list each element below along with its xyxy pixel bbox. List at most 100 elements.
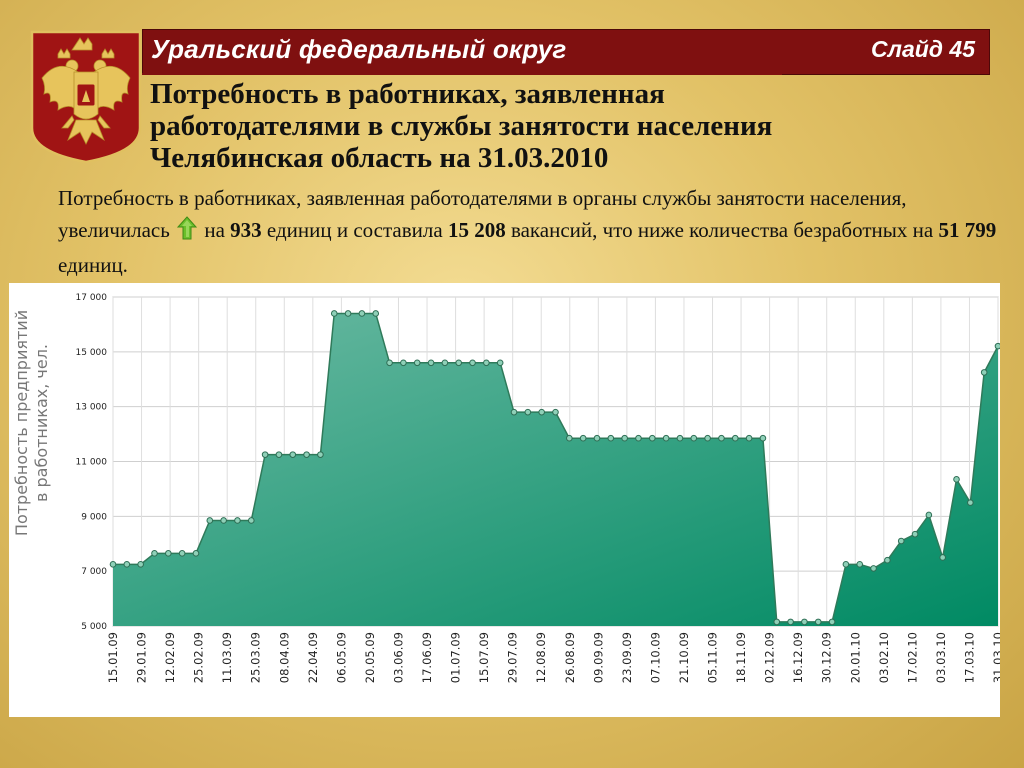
- data-point: [317, 451, 324, 458]
- x-tick-label: 09.09.09: [591, 632, 605, 683]
- header-underline: [142, 73, 782, 75]
- up-arrow-icon: [176, 216, 198, 249]
- data-point: [593, 434, 601, 442]
- data-point: [939, 554, 946, 561]
- data-point: [178, 550, 186, 557]
- x-tick-label: 03.02.10: [877, 632, 891, 683]
- data-point: [358, 310, 366, 317]
- x-tick-label: 31.03.10: [991, 632, 1000, 683]
- data-point: [842, 561, 850, 568]
- lead-text-1: Потребность в работниках, заявленная раб…: [58, 186, 907, 242]
- increase-value: 933: [230, 218, 262, 242]
- x-tick-label: 05.11.09: [706, 632, 720, 683]
- lead-text-4: вакансий, что ниже количества безработны…: [510, 218, 934, 242]
- data-point: [621, 434, 628, 442]
- data-point: [856, 561, 864, 568]
- data-point: [773, 618, 781, 626]
- data-point: [400, 359, 407, 367]
- x-tick-label: 18.11.09: [734, 632, 748, 683]
- lead-text-3: единиц и составила: [266, 218, 443, 242]
- data-point: [344, 310, 352, 317]
- data-point: [718, 434, 725, 442]
- data-point: [801, 618, 808, 626]
- y-axis-ticks: 5 000 7 000 9 000 11 000 13 000 15 000 17 000: [76, 293, 108, 632]
- data-point: [911, 530, 919, 538]
- x-tick-label: 17.03.10: [962, 632, 976, 683]
- data-point: [275, 451, 283, 458]
- lead-text-5: единиц.: [58, 253, 128, 277]
- x-tick-label: 15.07.09: [477, 632, 491, 683]
- data-point: [455, 359, 463, 367]
- x-tick-label: 25.02.09: [192, 632, 206, 683]
- data-point: [247, 517, 255, 524]
- data-point: [787, 618, 794, 626]
- data-point: [234, 517, 241, 524]
- x-tick-label: 12.02.09: [163, 632, 177, 683]
- data-point: [165, 550, 172, 557]
- y-tick-label: 13 000: [76, 403, 108, 413]
- data-point: [953, 476, 960, 483]
- title-line-1: Потребность в работниках, заявленная: [150, 78, 665, 110]
- x-tick-label: 17.02.10: [905, 632, 919, 683]
- coat-of-arms-emblem: [28, 28, 144, 164]
- header-bar: Уральский федеральный округ Слайд 45: [142, 29, 990, 75]
- data-point: [635, 434, 642, 442]
- data-point: [676, 434, 684, 442]
- data-point: [552, 408, 559, 416]
- x-tick-label: 29.07.09: [506, 632, 520, 683]
- data-point: [690, 434, 698, 442]
- data-point: [372, 310, 380, 317]
- chart-panel: 5 000 7 000 9 000 11 000 13 000 15 000 17 000 …: [9, 283, 1000, 717]
- data-point: [648, 434, 656, 442]
- data-point: [330, 310, 338, 317]
- y-tick-label: 7 000: [81, 567, 107, 577]
- x-tick-label: 06.05.09: [334, 632, 348, 683]
- data-point: [967, 499, 974, 506]
- y-tick-label: 9 000: [81, 512, 107, 522]
- y-tick-label: 11 000: [76, 458, 108, 468]
- data-point: [427, 359, 435, 367]
- x-tick-label: 17.06.09: [420, 632, 434, 683]
- y-tick-label: 17 000: [76, 293, 108, 303]
- x-tick-label: 03.06.09: [391, 632, 405, 683]
- x-tick-label: 29.01.09: [135, 632, 149, 683]
- data-point: [386, 359, 393, 367]
- x-tick-label: 21.10.09: [677, 632, 691, 683]
- lead-paragraph: Потребность в работниках, заявленная раб…: [58, 182, 998, 281]
- x-tick-label: 30.12.09: [820, 632, 834, 683]
- x-tick-label: 07.10.09: [648, 632, 662, 683]
- data-point: [206, 517, 214, 524]
- slide-number: Слайд 45: [871, 36, 975, 62]
- data-point: [731, 434, 739, 442]
- x-tick-label: 25.03.09: [249, 632, 263, 683]
- data-point: [745, 434, 753, 442]
- data-point: [870, 565, 877, 572]
- x-tick-label: 01.07.09: [449, 632, 463, 683]
- data-point: [469, 359, 476, 367]
- data-point: [413, 359, 421, 367]
- data-point: [524, 408, 532, 416]
- data-point: [662, 434, 670, 442]
- data-point: [441, 359, 449, 367]
- x-tick-label: 08.04.09: [277, 632, 291, 683]
- data-point: [814, 618, 822, 626]
- x-tick-label: 03.03.10: [934, 632, 948, 683]
- data-point: [220, 517, 227, 524]
- data-point: [884, 556, 891, 564]
- x-tick-label: 22.04.09: [306, 632, 320, 683]
- unemployed-difference-value: 51 799: [938, 218, 997, 242]
- data-point: [123, 561, 131, 568]
- data-point: [759, 434, 767, 442]
- x-tick-label: 02.12.09: [763, 632, 777, 683]
- data-point: [897, 537, 905, 545]
- data-point: [137, 561, 144, 568]
- x-axis-ticks: 15.01.09 29.01.09 12.02.09 25.02.09 11.03.09…: [106, 632, 1000, 683]
- page-title: Потребность в работниках, заявленная раб…: [150, 78, 970, 174]
- data-point: [303, 451, 310, 458]
- series-area: [113, 313, 998, 626]
- x-tick-label: 23.09.09: [620, 632, 634, 683]
- data-point: [828, 618, 836, 626]
- data-point: [151, 550, 158, 557]
- y-axis-label: Потребность предприятийв работниках, чел…: [12, 310, 51, 536]
